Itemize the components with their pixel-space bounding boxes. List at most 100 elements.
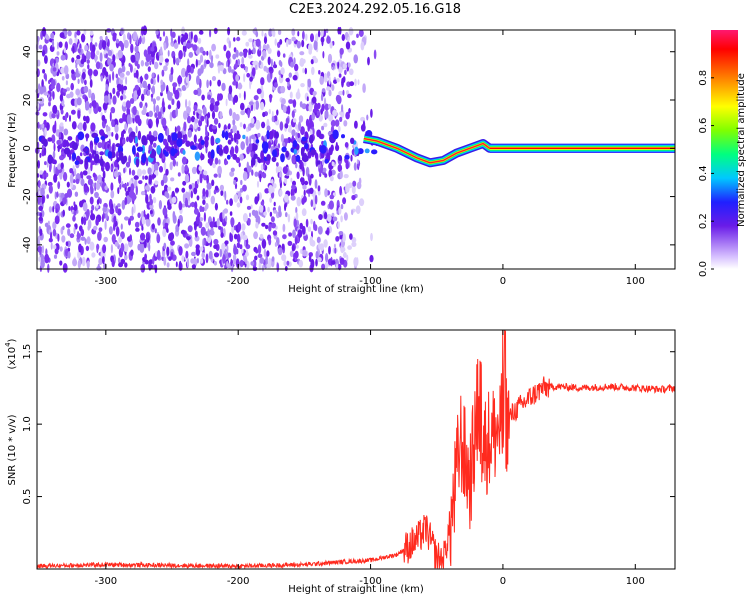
spectrogram-frame bbox=[36, 29, 676, 270]
noise-speckle bbox=[75, 88, 81, 96]
noise-speckle bbox=[81, 71, 86, 80]
noise-speckle bbox=[288, 99, 294, 104]
noise-speckle bbox=[343, 252, 347, 258]
noise-speckle bbox=[73, 210, 77, 216]
noise-speckle bbox=[317, 226, 323, 235]
noise-speckle bbox=[232, 53, 237, 60]
noise-speckle bbox=[227, 139, 232, 145]
noise-speckle bbox=[60, 54, 66, 61]
noise-speckle bbox=[203, 212, 206, 222]
noise-speckle bbox=[319, 243, 324, 252]
noise-speckle bbox=[304, 67, 307, 75]
noise-speckle bbox=[252, 61, 258, 66]
noise-speckle bbox=[41, 194, 44, 205]
noise-speckle bbox=[198, 119, 203, 127]
noise-speckle bbox=[50, 242, 53, 250]
snr-y-label: SNR (10 * v/v) bbox=[7, 414, 18, 485]
noise-speckle bbox=[351, 194, 356, 201]
noise-speckle bbox=[351, 185, 356, 195]
noise-speckle bbox=[237, 221, 242, 232]
noise-speckle bbox=[260, 77, 265, 86]
noise-speckle bbox=[328, 75, 331, 85]
noise-speckle bbox=[133, 72, 137, 78]
noise-speckle bbox=[222, 209, 225, 220]
noise-speckle bbox=[120, 242, 125, 253]
noise-speckle bbox=[72, 258, 78, 267]
noise-speckle bbox=[183, 121, 187, 132]
noise-speckle bbox=[239, 122, 243, 128]
noise-speckle bbox=[59, 122, 64, 127]
noise-speckle bbox=[268, 130, 274, 140]
noise-speckle bbox=[50, 231, 53, 241]
noise-speckle bbox=[351, 40, 356, 46]
noise-speckle bbox=[168, 256, 172, 261]
noise-speckle bbox=[157, 111, 162, 120]
noise-speckle bbox=[254, 196, 259, 205]
band-blob bbox=[156, 145, 161, 155]
noise-speckle bbox=[289, 91, 293, 99]
noise-speckle bbox=[218, 173, 222, 178]
noise-speckle bbox=[259, 173, 262, 183]
noise-speckle bbox=[211, 125, 217, 130]
noise-speckle bbox=[167, 186, 172, 191]
noise-speckle bbox=[257, 48, 262, 57]
noise-speckle bbox=[166, 246, 170, 257]
noise-speckle bbox=[254, 255, 258, 261]
noise-speckle bbox=[97, 174, 102, 183]
noise-speckle bbox=[342, 233, 346, 243]
noise-speckle bbox=[111, 234, 116, 244]
noise-speckle bbox=[239, 51, 244, 57]
noise-speckle bbox=[90, 213, 96, 221]
noise-speckle bbox=[219, 64, 224, 72]
noise-speckle bbox=[85, 50, 91, 60]
noise-speckle bbox=[77, 109, 81, 119]
noise-speckle bbox=[267, 47, 272, 55]
noise-speckle bbox=[199, 46, 204, 54]
noise-speckle bbox=[213, 252, 220, 258]
noise-speckle bbox=[48, 184, 53, 194]
noise-speckle bbox=[98, 42, 103, 50]
noise-speckle bbox=[111, 119, 115, 128]
noise-speckle bbox=[345, 111, 350, 120]
band-blob bbox=[219, 148, 223, 156]
noise-speckle bbox=[277, 247, 283, 256]
noise-speckle bbox=[194, 118, 199, 124]
noise-speckle bbox=[279, 121, 284, 131]
noise-speckle bbox=[109, 73, 111, 84]
noise-speckle bbox=[229, 171, 235, 177]
band-blob bbox=[281, 146, 287, 153]
noise-speckle bbox=[100, 75, 104, 82]
noise-speckle bbox=[220, 232, 224, 238]
noise-speckle bbox=[242, 234, 248, 241]
noise-speckle bbox=[120, 95, 124, 101]
noise-speckle bbox=[334, 119, 340, 127]
band-blob bbox=[136, 146, 144, 152]
noise-speckle bbox=[73, 226, 76, 235]
noise-speckle bbox=[151, 72, 155, 78]
noise-speckle bbox=[139, 101, 143, 109]
noise-speckle bbox=[129, 234, 132, 242]
noise-speckle bbox=[59, 197, 62, 203]
noise-speckle bbox=[68, 38, 73, 45]
noise-speckle bbox=[99, 198, 102, 205]
noise-speckle bbox=[57, 181, 61, 190]
noise-speckle bbox=[153, 103, 156, 113]
band-blob bbox=[261, 141, 269, 151]
noise-speckle bbox=[211, 179, 215, 187]
noise-speckle bbox=[299, 51, 305, 56]
noise-speckle bbox=[236, 242, 241, 249]
noise-speckle bbox=[193, 134, 197, 144]
noise-speckle bbox=[362, 83, 366, 93]
noise-speckle bbox=[171, 31, 176, 38]
noise-speckle bbox=[77, 250, 81, 259]
noise-speckle bbox=[160, 85, 164, 94]
noise-speckle bbox=[62, 209, 65, 217]
noise-speckle bbox=[187, 58, 190, 67]
noise-speckle bbox=[112, 54, 116, 63]
noise-speckle bbox=[259, 257, 265, 264]
noise-speckle bbox=[271, 222, 276, 229]
noise-speckle bbox=[241, 248, 244, 254]
noise-speckle bbox=[214, 202, 218, 211]
svg-text:(x104): (x104) bbox=[4, 338, 18, 369]
noise-speckle bbox=[255, 249, 259, 254]
